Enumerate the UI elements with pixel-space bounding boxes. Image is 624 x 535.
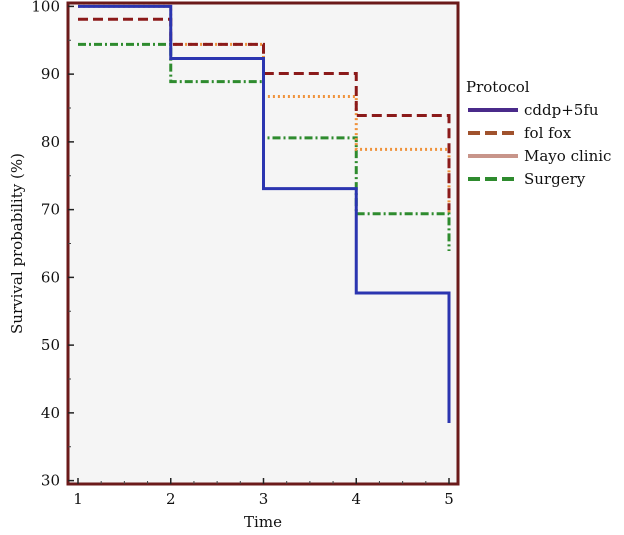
- series-layer: [78, 4, 451, 424]
- y-tick-label: 90: [41, 65, 60, 83]
- y-tick-label: 50: [41, 336, 60, 354]
- series-line-cddp-5fu: [78, 4, 451, 424]
- y-tick-label: 40: [41, 404, 60, 422]
- x-tick-label: 2: [166, 490, 176, 508]
- x-tick-label: 5: [444, 490, 454, 508]
- y-tick-label: 80: [41, 133, 60, 151]
- x-tick-label: 4: [351, 490, 361, 508]
- y-tick-label: 60: [41, 268, 60, 286]
- x-axis: 1 2 3 4 5: [73, 478, 454, 508]
- y-tick-label: 30: [41, 472, 60, 490]
- y-axis: 30 40 50 60 70 80 90 100: [31, 0, 74, 490]
- y-tick-label: 100: [31, 0, 60, 15]
- y-axis-title: Survival probability (%): [8, 153, 26, 334]
- x-tick-label: 3: [259, 490, 269, 508]
- x-tick-label: 1: [73, 490, 83, 508]
- legend-label-surgery: Surgery: [524, 170, 586, 188]
- legend-title: Protocol: [466, 78, 530, 96]
- legend-label-mayo-clinic: Mayo clinic: [524, 147, 611, 165]
- series-line-fol-fox: [78, 17, 451, 211]
- legend-label-cddp-5fu: cddp+5fu: [524, 101, 599, 119]
- legend-label-fol-fox: fol fox: [524, 124, 572, 142]
- y-tick-label: 70: [41, 201, 60, 219]
- legend: Protocol cddp+5fu fol fox Mayo clinic Surge…: [466, 78, 611, 188]
- x-axis-title: Time: [244, 513, 282, 531]
